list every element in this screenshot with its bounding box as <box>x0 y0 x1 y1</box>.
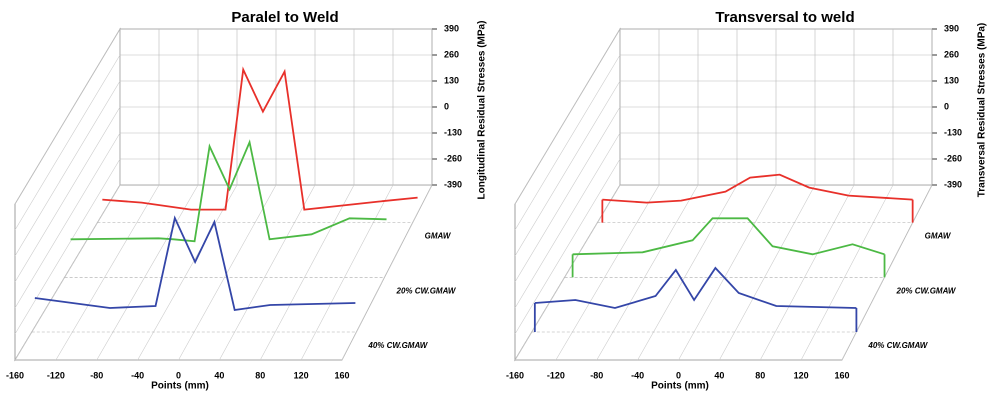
floor-grid-line <box>341 184 433 361</box>
x-tick-label: 160 <box>334 370 349 380</box>
x-tick-label: 40 <box>214 370 224 380</box>
side-grid-line <box>14 106 121 283</box>
floor-grid-line <box>678 184 777 361</box>
chart-title: Paralel to Weld <box>231 9 338 26</box>
y-tick-label: 260 <box>944 49 959 59</box>
series-line <box>534 266 857 309</box>
x-tick-label: -80 <box>90 370 103 380</box>
side-grid-line <box>14 54 121 231</box>
chart-title: Transversal to weld <box>715 9 854 26</box>
side-grid-line <box>514 80 621 257</box>
floor-grid-line <box>300 184 394 361</box>
y-tick-label: -130 <box>944 127 962 137</box>
floor-grid-line <box>14 184 121 361</box>
chart: -390 -260 -130 0 130 260 390 -160 -120 -80 -40 0 40 8… <box>506 9 988 392</box>
depth-label: GMAW <box>425 232 452 241</box>
y-tick-label: 0 <box>444 101 449 111</box>
side-grid-line <box>514 132 621 309</box>
x-tick-label: 0 <box>176 370 181 380</box>
floor-grid-line <box>800 184 894 361</box>
floor-grid-line <box>596 184 699 361</box>
floor-grid-line <box>96 184 199 361</box>
x-tick-label: 0 <box>676 370 681 380</box>
side-grid-line <box>514 158 621 335</box>
series-line <box>102 66 418 211</box>
side-grid-line <box>514 106 621 283</box>
floor-grid-line <box>219 184 316 361</box>
x-tick-label: -80 <box>590 370 603 380</box>
x-tick-label: 120 <box>294 370 309 380</box>
chart: -390 -260 -130 0 130 260 390 -160 -120 -80 -40 0 40 8… <box>6 9 488 392</box>
side-grid-line <box>14 28 121 205</box>
x-tick-label: -40 <box>131 370 144 380</box>
side-grid-line <box>514 54 621 231</box>
y-tick-label: -260 <box>444 153 462 163</box>
y-tick-label: 390 <box>944 23 959 33</box>
series-line <box>572 217 885 256</box>
floor-grid-line <box>759 184 855 361</box>
floor-grid-line <box>259 184 355 361</box>
x-tick-label: -120 <box>47 370 65 380</box>
side-grid-line <box>14 80 121 257</box>
side-grid-line <box>14 132 121 309</box>
side-grid-line <box>14 158 121 335</box>
depth-label: GMAW <box>925 232 952 241</box>
series-line <box>70 139 387 243</box>
depth-label: 20% CW.GMAW <box>396 286 457 295</box>
y-tick-label: -260 <box>944 153 962 163</box>
y-axis-label: Longitudinal Residual Stresses (MPa) <box>477 21 488 200</box>
x-axis-label: Points (mm) <box>151 381 209 392</box>
y-tick-label: 390 <box>444 23 459 33</box>
x-tick-label: 120 <box>794 370 809 380</box>
series-line <box>34 215 356 312</box>
x-tick-label: 160 <box>834 370 849 380</box>
x-tick-label: -40 <box>631 370 644 380</box>
x-tick-label: -120 <box>547 370 565 380</box>
depth-label: 20% CW.GMAW <box>896 286 957 295</box>
floor-grid-line <box>637 184 738 361</box>
y-tick-label: -130 <box>444 127 462 137</box>
x-tick-label: 40 <box>714 370 724 380</box>
series-line <box>602 173 913 204</box>
y-tick-label: 260 <box>444 49 459 59</box>
x-axis-label: Points (mm) <box>651 381 709 392</box>
floor-grid-line <box>178 184 277 361</box>
floor-grid-line <box>55 184 160 361</box>
y-tick-label: -390 <box>944 179 962 189</box>
x-tick-label: 80 <box>255 370 265 380</box>
floor-grid-line <box>137 184 238 361</box>
y-tick-label: -390 <box>444 179 462 189</box>
x-tick-label: 80 <box>755 370 765 380</box>
depth-label: 40% CW.GMAW <box>867 341 928 350</box>
floor-grid-line <box>719 184 816 361</box>
x-tick-label: -160 <box>506 370 524 380</box>
floor-grid-line <box>555 184 660 361</box>
y-tick-label: 0 <box>944 101 949 111</box>
x-tick-label: -160 <box>6 370 24 380</box>
y-axis-label: Transversal Residual Stresses (MPa) <box>977 23 988 198</box>
side-grid-line <box>514 28 621 205</box>
y-tick-label: 130 <box>944 75 959 85</box>
y-tick-label: 130 <box>444 75 459 85</box>
depth-label: 40% CW.GMAW <box>367 341 428 350</box>
